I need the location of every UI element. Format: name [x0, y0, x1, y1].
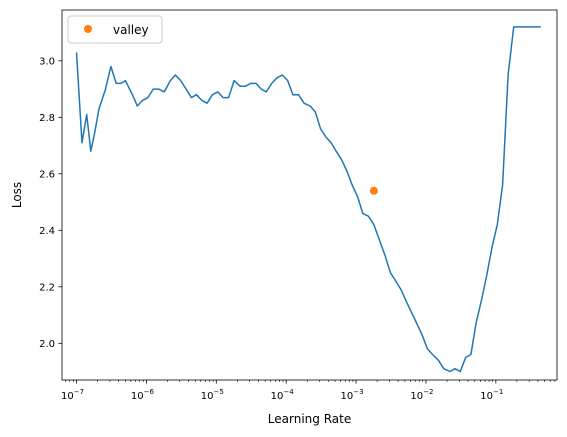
loss-series-line [75, 26, 541, 373]
legend: valley [67, 15, 163, 44]
y-tick-label: 2.4 [39, 226, 55, 237]
x-axis-label: Learning Rate [268, 412, 351, 426]
y-tick-label: 2.6 [39, 169, 55, 180]
y-tick-label: 2.2 [39, 282, 55, 293]
axes-frame [61, 9, 558, 381]
legend-label-valley: valley [113, 23, 149, 37]
x-tick-label: 10−2 [410, 388, 433, 402]
ticks-layer: 10−7 10−6 10−5 10−4 10−3 10−2 10−1 2.0 2.2 2.4 2.6… [39, 56, 556, 402]
plot-layer [75, 26, 541, 373]
y-tick-label: 3.0 [39, 56, 55, 67]
x-tick-label: 10−1 [480, 388, 503, 402]
y-axis-label: Loss [10, 182, 24, 208]
x-tick-label: 10−7 [61, 388, 84, 402]
legend-box [67, 15, 163, 44]
valley-point [369, 186, 378, 195]
x-tick-label: 10−4 [271, 388, 295, 402]
y-tick-label: 2.8 [39, 113, 55, 124]
x-tick-label: 10−5 [201, 388, 224, 402]
y-tick-label: 2.0 [39, 339, 55, 350]
legend-marker-valley [84, 25, 92, 33]
x-tick-label: 10−6 [131, 388, 155, 402]
x-tick-label: 10−3 [341, 388, 364, 402]
